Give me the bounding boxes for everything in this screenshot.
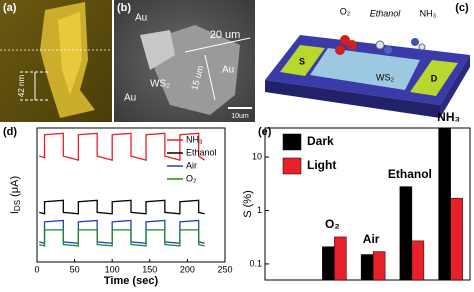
substrate-side [440, 55, 470, 118]
gas-label: O₂ [340, 6, 351, 16]
y-tick-label: 10 [252, 151, 262, 161]
panel-e: 0.1 1 10 S (%) O₂ Air Ethanol NH₃ Dark Light (e) [242, 110, 471, 281]
panel-d: 0 50 100 150 200 250 Time (sec) IDS (μA) NH₃ Etha… [3, 126, 233, 287]
bar [334, 236, 347, 281]
series-line [39, 199, 205, 215]
bar [360, 254, 374, 281]
electrode-label: S [299, 56, 305, 66]
panel-c: O₂ Ethanol NH₃ S D WS₂ SiO₂ Si (c) [258, 0, 474, 122]
gas-label: NH₃ [420, 8, 437, 18]
x-tick-label: 150 [142, 264, 157, 274]
electrode-label: Au [124, 93, 136, 104]
panel-label: (a) [3, 2, 17, 14]
material-label: WS₂ [150, 79, 170, 90]
molecule [411, 38, 419, 46]
legend-label: O₂ [186, 173, 197, 183]
legend-label: Ethanol [186, 147, 217, 157]
drain-electrode [410, 60, 458, 96]
y-tick-label: 0.1 [249, 258, 262, 268]
panel-a: 42 nm (a) [0, 0, 112, 122]
plot-frame [36, 127, 226, 263]
ws2-channel [310, 48, 420, 90]
flake-highlight [58, 12, 82, 95]
panel-label: (d) [3, 126, 17, 138]
category-label: NH₃ [437, 110, 460, 124]
bar [438, 127, 451, 281]
legend-label: Light [307, 158, 336, 172]
panel-b: 20 um 15 um WS₂ Au Au Au 10um (b) [114, 0, 255, 122]
x-tick-label: 250 [217, 264, 232, 274]
gas-label: Ethanol [370, 8, 402, 18]
y-tick-label: 1 [257, 205, 262, 215]
legend-label: Air [186, 160, 197, 170]
category-label: Air [363, 232, 380, 246]
source-electrode [280, 45, 325, 76]
y-axis-label: S (%) [242, 190, 254, 218]
molecule [375, 40, 385, 50]
x-tick-label: 100 [105, 264, 120, 274]
x-tick-label: 0 [34, 264, 39, 274]
category-label: Ethanol [388, 167, 432, 181]
legend-label: Dark [307, 134, 334, 148]
width-arrow [184, 37, 251, 53]
bar [411, 240, 425, 281]
substrate-side [265, 80, 440, 118]
category-label: O₂ [325, 217, 340, 231]
electrode-label: Au [222, 65, 234, 76]
bar [372, 251, 386, 281]
y-axis-label-sub: DS [13, 200, 22, 211]
molecule [340, 35, 350, 45]
series-line [39, 229, 205, 247]
channel-label: WS₂ [376, 72, 394, 82]
molecule [347, 40, 357, 50]
height-arrow [204, 54, 216, 101]
scale-label: 10um [231, 113, 249, 120]
y-axis-label-unit: (μA) [9, 176, 21, 200]
ws2-edge [140, 30, 175, 70]
legend-swatch [282, 157, 302, 175]
x-tick-label: 200 [180, 264, 195, 274]
bar [450, 197, 463, 281]
height-label: 42 nm [17, 75, 26, 98]
molecule [384, 46, 392, 54]
layer-label: SiO₂ [452, 97, 468, 106]
electrode-label: D [431, 73, 438, 83]
y-axis-label: IDS (μA) [9, 176, 22, 214]
panel-label: (c) [455, 2, 469, 14]
y-axis-label-main: I [9, 211, 21, 214]
x-axis-label: Time (sec) [104, 275, 159, 287]
panel-label: (e) [258, 126, 272, 138]
width-label: 20 um [210, 29, 241, 41]
electrode-label: Au [135, 13, 147, 24]
layer-label: Si [452, 109, 459, 118]
molecule [335, 45, 345, 55]
series-line [39, 132, 206, 162]
panel-label: (b) [117, 2, 131, 14]
legend-label: NH₃ [186, 134, 203, 144]
molecule [418, 43, 426, 51]
legend-swatch [282, 133, 302, 151]
x-tick-label: 50 [70, 264, 80, 274]
bar [322, 246, 335, 281]
bar [399, 186, 413, 281]
